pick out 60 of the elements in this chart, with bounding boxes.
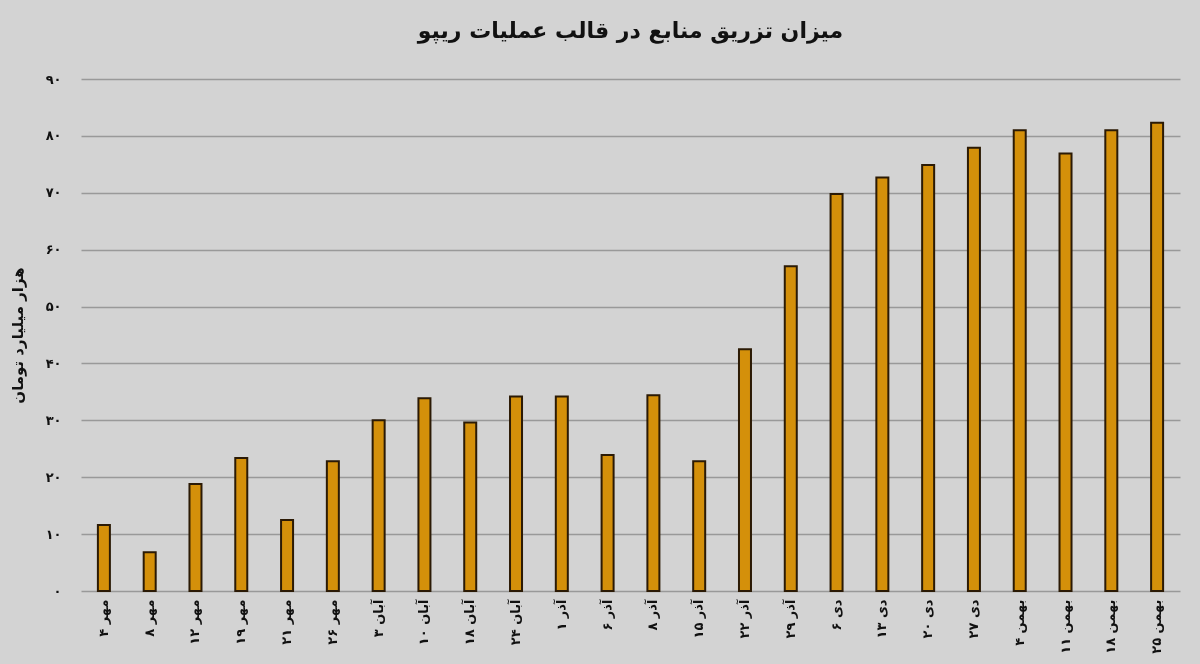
bar	[142, 551, 157, 592]
bar	[600, 454, 615, 592]
x-tick-label: ۶ دی	[828, 599, 844, 631]
x-tick-label: ۲۲ آذر	[735, 598, 752, 639]
bar	[783, 265, 798, 592]
x-tick-label: ۳ آبان	[369, 598, 386, 638]
bar	[96, 524, 111, 592]
x-tick-label: ۲۹ آذر	[781, 598, 798, 639]
y-tick-label: ۰	[53, 583, 62, 599]
x-tick-label: ۶ آذر	[598, 598, 615, 631]
chart-title: میزان تزریق منابع در قالب عملیات ریپو	[416, 18, 844, 44]
x-tick-label: ۸ مهر	[141, 599, 157, 637]
y-tick-label: ۷۰	[45, 185, 62, 201]
bar	[1104, 129, 1119, 592]
y-axis-title: هزار میلیارد تومان	[8, 267, 27, 404]
bar	[692, 460, 707, 592]
bar	[966, 146, 981, 592]
bar	[1150, 121, 1165, 592]
bar	[921, 163, 936, 592]
y-tick-label: ۸۰	[45, 128, 62, 144]
x-tick-label: ۱۸ بهمن	[1103, 599, 1119, 654]
y-tick-label: ۵۰	[45, 299, 62, 315]
x-tick-label: ۱۲ مهر	[187, 599, 203, 645]
bar	[280, 518, 295, 592]
x-tick-label: ۱۵ آذر	[690, 598, 707, 639]
bar	[371, 419, 386, 592]
bar	[234, 456, 249, 592]
bar	[737, 348, 752, 592]
y-tick-label: ۹۰	[45, 71, 62, 87]
y-tick-label: ۴۰	[45, 355, 62, 371]
x-tick-label: ۴ مهر	[95, 599, 111, 637]
bar	[325, 460, 340, 592]
x-tick-label: ۲۷ دی	[965, 599, 981, 639]
bar	[188, 483, 203, 592]
x-tick-label: ۸ آذر	[644, 598, 661, 631]
y-tick-label: ۶۰	[45, 242, 62, 258]
x-tick-label: ۱۰ آبان	[415, 598, 432, 646]
bar	[1058, 152, 1073, 592]
x-tick-label: ۲۱ مهر	[279, 599, 295, 645]
x-tick-label: ۱ آذر	[552, 598, 569, 631]
x-tick-label: ۱۱ بهمن	[1057, 599, 1073, 654]
bar	[1012, 129, 1027, 592]
x-tick-label: ۱۸ آبان	[461, 598, 478, 646]
bar	[417, 397, 432, 592]
bar	[509, 395, 524, 592]
x-tick-label: ۱۳ دی	[874, 599, 890, 639]
bar	[875, 176, 890, 592]
x-tick-label: ۱۹ مهر	[233, 599, 249, 645]
y-tick-label: ۱۰	[45, 526, 62, 542]
x-tick-label: ۲۰ دی	[920, 599, 936, 639]
bar	[646, 394, 661, 592]
x-tick-label: ۲۶ مهر	[324, 599, 340, 645]
x-tick-label: ۴ بهمن	[1011, 599, 1027, 646]
bar	[463, 421, 478, 592]
x-tick-label: ۲۴ آبان	[507, 598, 524, 646]
bar	[554, 395, 569, 592]
y-tick-label: ۲۰	[45, 469, 62, 485]
y-tick-label: ۳۰	[45, 412, 62, 428]
bar	[829, 192, 844, 592]
x-tick-label: ۲۵ بهمن	[1149, 599, 1165, 654]
